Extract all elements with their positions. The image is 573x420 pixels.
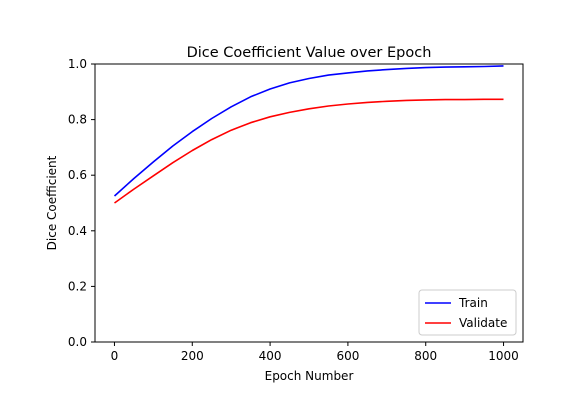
legend-label-train: Train	[458, 296, 488, 310]
x-tick-label: 400	[259, 349, 282, 363]
y-axis-label: Dice Coefficient	[45, 155, 59, 250]
x-axis: 0 200 400 600 800 1000	[111, 342, 519, 363]
x-tick-label: 200	[181, 349, 204, 363]
y-tick-label: 1.0	[68, 57, 87, 71]
chart-title: Dice Coefficient Value over Epoch	[187, 45, 432, 61]
x-tick-label: 0	[111, 349, 119, 363]
y-tick-label: 0.2	[68, 279, 87, 293]
y-tick-label: 0.0	[68, 335, 87, 349]
series-line-validate	[114, 98, 504, 204]
legend: Train Validate	[418, 289, 517, 336]
y-axis: 0.0 0.2 0.4 0.6 0.8 1.0	[68, 57, 95, 349]
plot-frame	[94, 63, 524, 343]
legend-label-validate: Validate	[459, 316, 507, 330]
y-tick-label: 0.6	[68, 168, 87, 182]
x-tick-label: 600	[336, 349, 359, 363]
y-tick-label: 0.4	[68, 224, 87, 238]
series-line-train	[113, 65, 504, 197]
y-tick-label: 0.8	[68, 113, 87, 127]
plot-series-group	[113, 65, 504, 204]
x-axis-label: Epoch Number	[265, 369, 354, 383]
x-tick-label: 1000	[488, 349, 519, 363]
x-tick-label: 800	[414, 349, 437, 363]
